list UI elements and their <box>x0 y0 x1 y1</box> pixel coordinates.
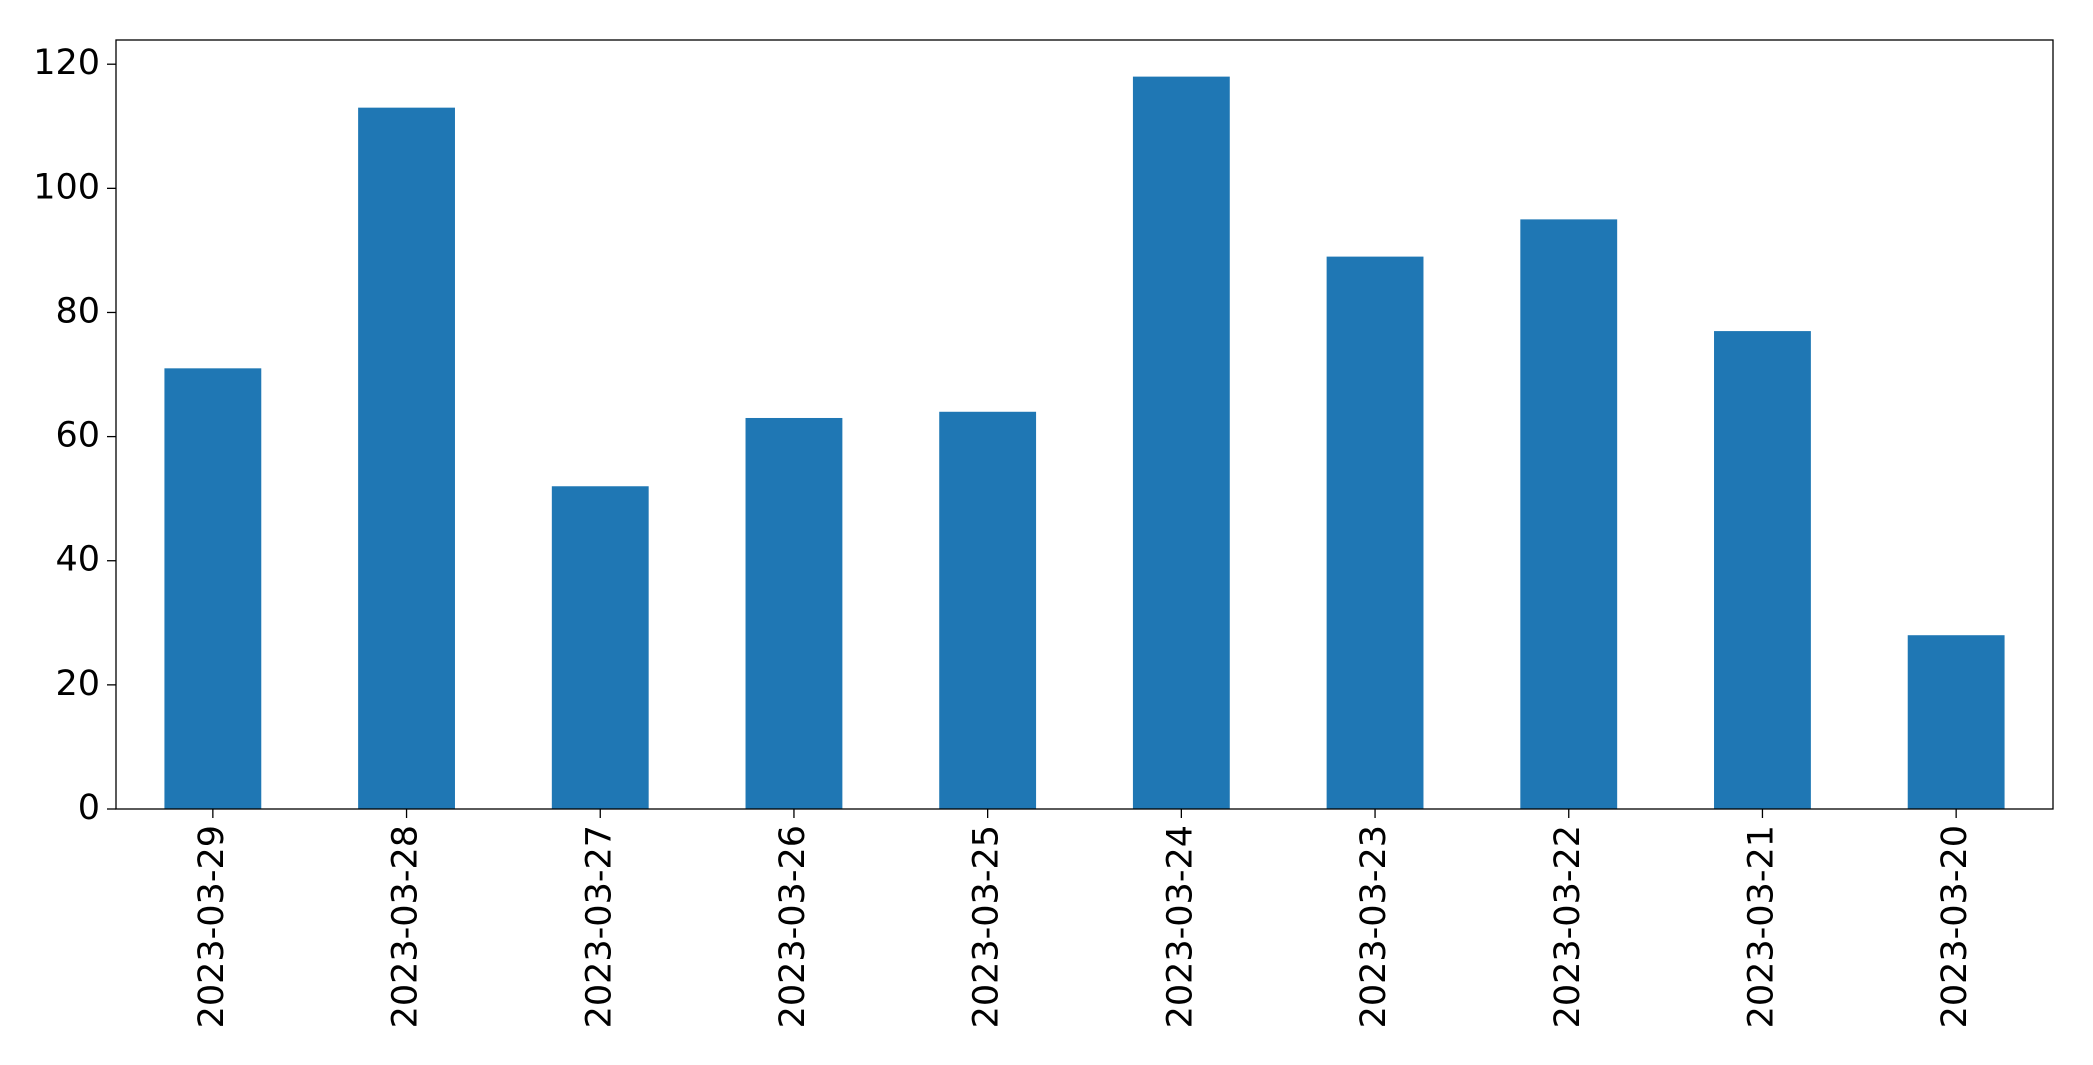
bar <box>1326 256 1424 809</box>
x-tick-label: 2023-03-26 <box>773 825 813 1028</box>
x-tick-label: 2023-03-23 <box>1354 825 1394 1028</box>
bar <box>1714 331 1811 809</box>
bar <box>939 411 1037 809</box>
x-tick-label: 2023-03-22 <box>1548 825 1588 1028</box>
x-tick-label: 2023-03-29 <box>192 825 232 1028</box>
bar <box>1907 635 2005 809</box>
y-tick-label: 20 <box>55 664 100 704</box>
y-tick-label: 0 <box>78 788 100 828</box>
bar <box>745 417 843 809</box>
y-tick-label: 40 <box>55 540 100 580</box>
x-tick-label: 2023-03-27 <box>579 825 619 1028</box>
x-tick-label: 2023-03-21 <box>1741 825 1781 1028</box>
bar <box>1520 219 1618 809</box>
y-tick-label: 80 <box>55 291 100 331</box>
y-tick-label: 100 <box>33 167 100 207</box>
bar <box>358 107 455 809</box>
bar <box>551 486 649 809</box>
x-tick-label: 2023-03-24 <box>1160 825 1200 1028</box>
bar <box>164 368 262 809</box>
plot-frame <box>115 39 2054 810</box>
x-tick-label: 2023-03-28 <box>386 825 426 1028</box>
x-tick-label: 2023-03-20 <box>1935 825 1975 1028</box>
x-tick-label: 2023-03-25 <box>967 825 1007 1028</box>
y-tick-label: 60 <box>55 416 100 456</box>
bar <box>1132 76 1230 810</box>
y-tick-label: 120 <box>33 43 100 83</box>
